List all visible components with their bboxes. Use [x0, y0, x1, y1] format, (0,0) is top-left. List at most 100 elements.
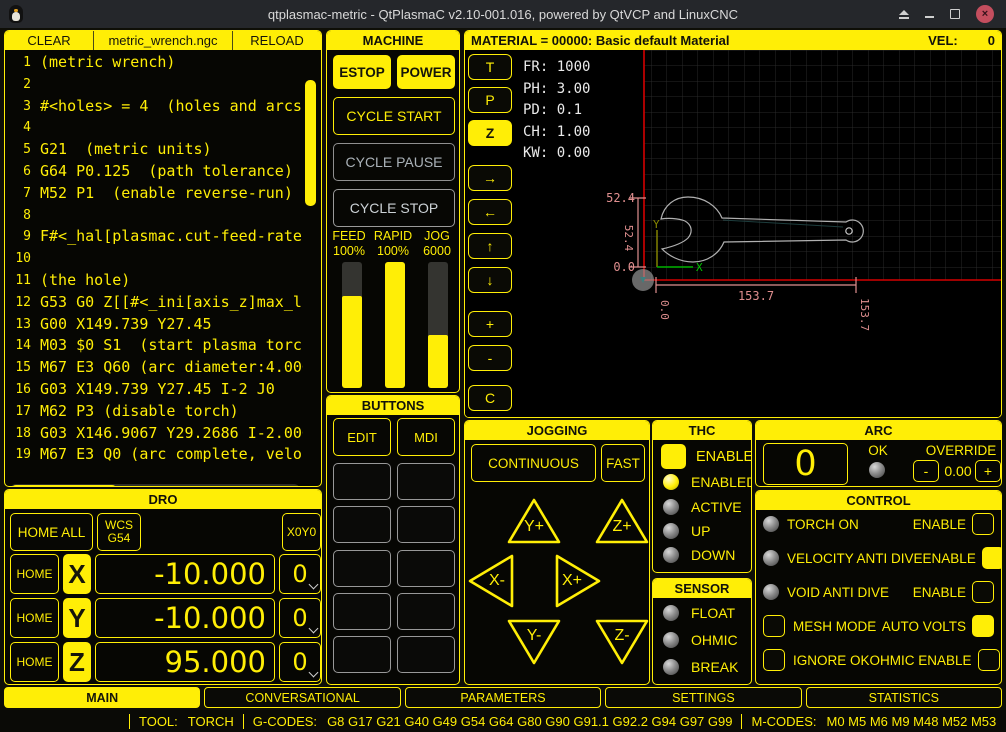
tab-parameters[interactable]: PARAMETERS	[404, 687, 602, 708]
cycle-stop-button[interactable]: CYCLE STOP	[333, 189, 455, 227]
dro-header: DRO	[5, 490, 321, 509]
dro-y-value: -10.000	[95, 598, 275, 638]
power-button[interactable]: POWER	[397, 55, 455, 89]
edit-button[interactable]: EDIT	[333, 418, 391, 456]
user-button-slot	[397, 593, 455, 630]
clear-button[interactable]: CLEAR	[27, 33, 71, 48]
thc-enabled-led	[663, 474, 679, 490]
pan-right-button[interactable]: →	[468, 165, 512, 191]
maximize-restore-icon[interactable]	[950, 9, 960, 19]
feed-override-slider[interactable]	[342, 262, 362, 388]
view-top-button[interactable]: T	[468, 54, 512, 80]
tab-statistics[interactable]: STATISTICS	[805, 687, 1003, 708]
estop-button[interactable]: ESTOP	[333, 55, 391, 89]
home-all-button[interactable]: HOME ALL	[10, 513, 93, 551]
ignore-ok-checkbox[interactable]	[763, 649, 785, 671]
cut-parameters: FR: 1000 PH: 3.00 PD: 0.1 CH: 1.00 KW: 0…	[523, 59, 591, 161]
arc-override-minus-button[interactable]: -	[913, 460, 939, 482]
pan-up-button[interactable]: ↑	[468, 233, 512, 259]
auto-volts-checkbox[interactable]	[972, 615, 994, 637]
jog-y-plus-button[interactable]: Y+	[505, 495, 563, 547]
zero-y-button[interactable]: 0	[279, 598, 321, 638]
jog-continuous-button[interactable]: CONTINUOUS	[471, 444, 596, 482]
clear-view-button[interactable]: C	[468, 385, 512, 411]
gcode-line: 15 M67 E3 Q60 (arc diameter:4.000	[15, 358, 303, 377]
torch-enable-checkbox[interactable]	[972, 513, 994, 535]
material-selector[interactable]: MATERIAL = 00000: Basic default Material	[471, 33, 730, 48]
close-icon[interactable]: ×	[976, 5, 994, 23]
tool-cone-icon	[640, 277, 646, 283]
mdi-button[interactable]: MDI	[397, 418, 455, 456]
gcode-line: 17 M62 P3 (disable torch)	[15, 401, 239, 420]
xy-zero-button[interactable]: X0Y0	[282, 513, 321, 551]
zero-z-button[interactable]: 0	[279, 642, 321, 682]
jog-z-minus-button[interactable]: Z-	[593, 616, 649, 668]
wrench-outline	[660, 196, 864, 263]
home-x-button[interactable]: HOME	[10, 554, 59, 594]
user-button-slot	[397, 636, 455, 673]
user-button-slot	[333, 550, 391, 587]
gcode-editor[interactable]: 1 (metric wrench) 2 3 #<holes> = 4 (holes …	[5, 50, 321, 486]
preview-plot[interactable]: 52.4 52.4 0.0 153.7 0.0 153.7 Y X	[465, 50, 1001, 417]
dimension-width-label: 153.7	[738, 289, 774, 303]
jog-rate-slider[interactable]	[428, 262, 448, 388]
gcode-line: 12 G53 G0 Z[[#<_ini[axis_z]max_li	[15, 292, 303, 311]
reload-button[interactable]: RELOAD	[250, 33, 304, 48]
jog-x-minus-button[interactable]: X-	[465, 552, 517, 610]
dimension-height-label-rotated: 52.4	[622, 225, 635, 252]
user-button-slot	[397, 550, 455, 587]
thc-panel: THC ENABLE ENABLED ACTIVE UP DOWN	[652, 420, 752, 573]
user-button-slot	[397, 463, 455, 500]
axis-y-badge[interactable]: Y	[63, 598, 91, 638]
jog-z-plus-button[interactable]: Z+	[593, 495, 649, 547]
buttons-header: BUTTONS	[327, 396, 459, 415]
minimize-icon[interactable]	[925, 16, 934, 18]
gcode-line: 18 G03 X146.9067 Y29.2686 I-2.000	[15, 423, 303, 442]
gcode-line: 1 (metric wrench)	[23, 53, 176, 71]
thc-active-led	[663, 499, 679, 515]
vertical-scrollbar[interactable]	[305, 80, 316, 206]
zoom-out-button[interactable]: -	[468, 345, 512, 371]
home-y-button[interactable]: HOME	[10, 598, 59, 638]
home-z-button[interactable]: HOME	[10, 642, 59, 682]
wcs-button[interactable]: WCS G54	[97, 513, 141, 551]
dro-z-value: 95.000	[95, 642, 275, 682]
rapid-override-slider[interactable]	[385, 262, 405, 388]
gcode-line: 10	[15, 251, 31, 267]
view-z-button[interactable]: Z	[468, 120, 512, 146]
view-perspective-button[interactable]: P	[468, 87, 512, 113]
jog-fast-button[interactable]: FAST	[601, 444, 645, 482]
horizontal-scrollbar[interactable]	[10, 484, 300, 486]
tab-main[interactable]: MAIN	[4, 687, 201, 708]
ohmic-enable-checkbox[interactable]	[977, 649, 1000, 671]
cycle-pause-button[interactable]: CYCLE PAUSE	[333, 143, 455, 181]
zero-x-button[interactable]: 0	[279, 554, 321, 594]
mesh-mode-checkbox[interactable]	[763, 615, 785, 637]
shade-window-icon[interactable]	[899, 9, 909, 19]
gcode-line: 2	[23, 76, 31, 92]
cut-path-line	[722, 219, 844, 228]
arc-override-plus-button[interactable]: +	[975, 460, 1001, 482]
axis-z-badge[interactable]: Z	[63, 642, 91, 682]
pan-left-button[interactable]: ←	[468, 199, 512, 225]
axis-x-badge[interactable]: X	[63, 554, 91, 594]
tab-settings[interactable]: SETTINGS	[605, 687, 802, 708]
jog-y-minus-button[interactable]: Y-	[505, 616, 563, 668]
pan-down-button[interactable]: ↓	[468, 267, 512, 293]
titlebar[interactable]: qtplasmac-metric - QtPlasmaC v2.10-001.0…	[0, 0, 1006, 28]
control-header: CONTROL	[756, 491, 1001, 510]
velocity-anti-dive-enable-checkbox[interactable]	[981, 547, 1001, 569]
void-anti-dive-enable-checkbox[interactable]	[972, 581, 994, 603]
loaded-filename: metric_wrench.ngc	[93, 31, 233, 50]
jog-x-plus-button[interactable]: X+	[552, 552, 604, 610]
arc-override-value: 0.00	[944, 463, 972, 479]
zoom-in-button[interactable]: +	[468, 311, 512, 337]
horizontal-scrollbar-thumb[interactable]	[11, 485, 117, 486]
tab-conversational[interactable]: CONVERSATIONAL	[204, 687, 401, 708]
jog-rate-label: JOG	[424, 229, 450, 243]
cycle-start-button[interactable]: CYCLE START	[333, 97, 455, 135]
thc-enable-checkbox[interactable]	[661, 444, 686, 469]
dimension-width-label-rotated: 153.7	[858, 298, 871, 331]
user-button-slot	[333, 593, 391, 630]
chevron-down-icon	[308, 579, 319, 590]
